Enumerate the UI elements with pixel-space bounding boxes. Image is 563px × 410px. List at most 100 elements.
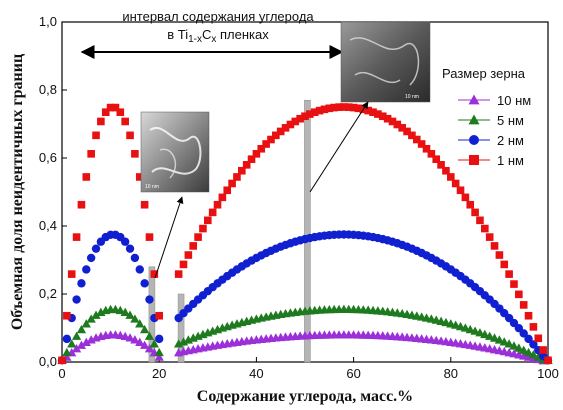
data-point [135, 337, 145, 346]
series-group [57, 103, 553, 365]
data-point [544, 356, 552, 365]
data-point [218, 193, 227, 202]
data-point [281, 124, 290, 132]
legend-label: 5 нм [497, 113, 524, 128]
data-point [106, 103, 115, 112]
data-point [437, 161, 445, 169]
data-point [208, 208, 217, 217]
data-point [140, 324, 150, 334]
data-point [130, 335, 140, 344]
data-point [475, 328, 485, 337]
highlight-bar [304, 99, 311, 363]
data-point [310, 108, 319, 117]
data-point [67, 339, 77, 348]
data-point [529, 323, 538, 331]
data-point [519, 301, 528, 309]
data-point [130, 314, 140, 323]
data-point [82, 265, 91, 274]
data-point [432, 155, 441, 163]
data-point [252, 150, 261, 158]
y-tick-label: 0,0 [39, 354, 57, 369]
data-point [378, 112, 387, 121]
data-point [500, 260, 509, 269]
data-point [86, 253, 96, 263]
data-point [349, 103, 358, 112]
data-point [81, 319, 91, 328]
data-point [72, 233, 81, 241]
data-point [481, 224, 489, 233]
y-tick-label: 0,2 [39, 286, 57, 301]
data-point [529, 340, 538, 349]
y-tick-label: 1,0 [39, 14, 57, 29]
x-axis-title: Содержание углерода, масс.% [197, 388, 413, 405]
inset-scale-right: 10 nm [405, 94, 419, 100]
data-point [135, 265, 144, 274]
data-point [77, 200, 86, 209]
interval-annotation-line2: в Ti1-xCx пленках [167, 27, 269, 45]
legend-marker [469, 135, 479, 145]
data-point [515, 290, 523, 299]
x-tick-label: 40 [249, 366, 263, 381]
data-point [247, 155, 256, 163]
data-point [154, 352, 164, 361]
data-point [417, 140, 426, 148]
interval-mid: C [202, 27, 211, 42]
data-point [131, 150, 139, 158]
data-point [267, 135, 275, 144]
data-point [155, 334, 164, 344]
data-point [539, 346, 547, 354]
data-point [115, 305, 125, 315]
data-point [485, 331, 495, 340]
data-point [71, 344, 82, 353]
legend-title: Размер зерна [442, 66, 526, 81]
legend-marker [468, 94, 480, 105]
x-tick-label: 80 [444, 366, 458, 381]
data-point [121, 117, 129, 126]
data-point [97, 117, 105, 126]
data-point [213, 200, 222, 209]
data-point [471, 208, 479, 217]
data-point [447, 173, 455, 181]
data-point [82, 173, 91, 181]
inset-image-right: 10 nm [340, 21, 431, 103]
data-point [523, 347, 534, 357]
legend-label: 2 нм [497, 133, 524, 148]
data-point [499, 337, 509, 346]
x-tick-label: 0 [58, 366, 65, 381]
data-point [528, 350, 539, 359]
y-tick-label: 0,8 [39, 82, 57, 97]
data-point [442, 166, 450, 175]
data-point [130, 253, 140, 263]
inset-arrow-left [154, 196, 184, 279]
data-point [199, 224, 207, 233]
data-point [504, 339, 514, 348]
data-point [67, 270, 76, 278]
series-5-нм [57, 304, 553, 364]
data-point [184, 251, 193, 259]
data-point [315, 106, 324, 115]
data-point [135, 319, 145, 328]
legend-marker [469, 155, 479, 165]
data-point [154, 347, 164, 357]
data-point [238, 166, 246, 175]
data-point [485, 233, 494, 241]
data-point [140, 279, 149, 288]
inset-image-left: 10 nm [140, 111, 210, 193]
data-point [92, 131, 100, 140]
interval-annotation-line1: интервал содержания углерода [122, 9, 314, 24]
data-point [125, 244, 135, 253]
data-point [144, 344, 155, 353]
data-point [223, 186, 232, 195]
data-point [330, 103, 338, 112]
data-point [116, 108, 125, 117]
data-point [145, 233, 154, 241]
data-point [140, 200, 149, 209]
data-point [369, 108, 377, 117]
data-point [408, 131, 416, 140]
data-point [490, 242, 499, 250]
data-point [412, 135, 421, 144]
series-2-нм [57, 230, 553, 365]
data-point [174, 270, 183, 278]
legend-label: 10 нм [497, 93, 531, 108]
